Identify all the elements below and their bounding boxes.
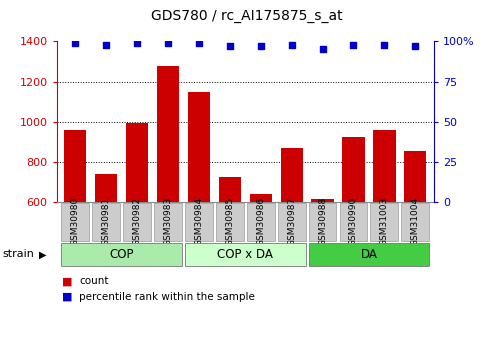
- FancyBboxPatch shape: [185, 203, 213, 241]
- Text: ■: ■: [62, 292, 72, 302]
- Bar: [219, 177, 241, 202]
- Text: ■: ■: [62, 276, 72, 286]
- Text: strain: strain: [2, 249, 35, 259]
- Text: GSM31004: GSM31004: [411, 197, 420, 246]
- Point: [226, 43, 234, 49]
- FancyBboxPatch shape: [401, 203, 429, 241]
- Text: GDS780 / rc_AI175875_s_at: GDS780 / rc_AI175875_s_at: [151, 9, 342, 23]
- FancyBboxPatch shape: [216, 203, 244, 241]
- Text: ▶: ▶: [39, 249, 47, 259]
- Bar: [188, 91, 210, 202]
- FancyBboxPatch shape: [340, 203, 367, 241]
- Text: percentile rank within the sample: percentile rank within the sample: [79, 292, 255, 302]
- Point: [102, 42, 110, 47]
- Bar: [95, 174, 117, 202]
- Point: [350, 42, 357, 47]
- Point: [411, 43, 419, 49]
- Bar: [342, 137, 365, 202]
- Text: GSM30985: GSM30985: [225, 197, 234, 246]
- Text: COP x DA: COP x DA: [217, 248, 273, 261]
- FancyBboxPatch shape: [61, 243, 182, 266]
- FancyBboxPatch shape: [123, 203, 151, 241]
- Point: [288, 42, 296, 47]
- Bar: [64, 130, 86, 202]
- Text: GSM30982: GSM30982: [133, 197, 141, 246]
- Point: [133, 40, 141, 46]
- Bar: [373, 130, 395, 202]
- Text: DA: DA: [360, 248, 377, 261]
- Point: [71, 40, 79, 46]
- FancyBboxPatch shape: [278, 203, 306, 241]
- Point: [195, 40, 203, 46]
- FancyBboxPatch shape: [92, 203, 120, 241]
- FancyBboxPatch shape: [154, 203, 182, 241]
- Bar: [157, 67, 179, 202]
- FancyBboxPatch shape: [185, 243, 306, 266]
- Text: GSM30990: GSM30990: [349, 197, 358, 246]
- Text: count: count: [79, 276, 108, 286]
- FancyBboxPatch shape: [247, 203, 275, 241]
- Text: GSM30981: GSM30981: [102, 197, 110, 246]
- Bar: [404, 151, 426, 202]
- FancyBboxPatch shape: [61, 203, 89, 241]
- FancyBboxPatch shape: [309, 203, 336, 241]
- Bar: [312, 199, 334, 202]
- Text: GSM30984: GSM30984: [194, 197, 204, 246]
- Text: GSM31003: GSM31003: [380, 197, 389, 246]
- Text: GSM30983: GSM30983: [164, 197, 173, 246]
- Point: [257, 43, 265, 49]
- Text: COP: COP: [109, 248, 134, 261]
- Text: GSM30980: GSM30980: [70, 197, 80, 246]
- FancyBboxPatch shape: [370, 203, 398, 241]
- Text: GSM30987: GSM30987: [287, 197, 296, 246]
- Point: [164, 40, 172, 46]
- Text: GSM30988: GSM30988: [318, 197, 327, 246]
- FancyBboxPatch shape: [309, 243, 429, 266]
- Point: [381, 42, 388, 47]
- Bar: [249, 194, 272, 202]
- Bar: [281, 148, 303, 202]
- Bar: [126, 122, 148, 202]
- Text: GSM30986: GSM30986: [256, 197, 265, 246]
- Point: [318, 47, 326, 52]
